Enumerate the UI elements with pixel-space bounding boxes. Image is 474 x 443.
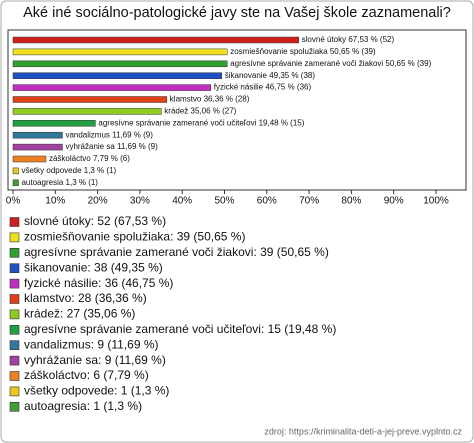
bar bbox=[12, 143, 63, 151]
bar bbox=[12, 72, 223, 79]
value-label: záškoláctvo 7,79 % (6) bbox=[49, 154, 130, 163]
bar bbox=[12, 167, 19, 175]
value-label: klamstvo 36,36 % (28) bbox=[170, 95, 250, 104]
legend-label: fyzické násilie: 36 (46,75 %) bbox=[24, 276, 173, 290]
legend-label: slovné útoky: 52 (67,53 %) bbox=[24, 214, 166, 228]
legend-swatch bbox=[9, 340, 20, 351]
value-label: vandalizmus 11,69 % (9) bbox=[65, 130, 153, 139]
value-label: agresívne správanie zamerané voči učiteľ… bbox=[98, 118, 304, 127]
legend-swatch bbox=[9, 278, 20, 289]
legend-swatch bbox=[9, 263, 20, 274]
chart-title: Aké iné sociálno-patologické javy ste na… bbox=[23, 5, 451, 21]
legend-swatch bbox=[9, 294, 20, 304]
source: zdroj: https://kriminalita-deti-a-jej-pr… bbox=[264, 426, 462, 436]
bar bbox=[12, 84, 212, 91]
legend-swatch bbox=[9, 355, 20, 366]
legend-label: zosmiešňovanie spolužiaka: 39 (50,65 %) bbox=[24, 230, 245, 244]
legend-swatch bbox=[9, 248, 20, 258]
legend-swatch bbox=[9, 371, 20, 381]
x-tick-label: 40% bbox=[172, 196, 192, 207]
value-label: vyhrážanie sa 11,69 % (9) bbox=[65, 142, 158, 151]
x-tick-label: 50% bbox=[214, 196, 234, 207]
bar bbox=[12, 179, 19, 187]
legend-label: autoagresia: 1 (1,3 %) bbox=[24, 399, 142, 413]
legend-label: vyhrážanie sa: 9 (11,69 %) bbox=[24, 353, 166, 367]
value-label: agresívne správanie zamerané voči žiakov… bbox=[230, 59, 431, 68]
value-label: šikanovanie 49,35 % (38) bbox=[225, 71, 316, 80]
legend-swatch bbox=[9, 324, 20, 335]
legend-label: agresívne správanie zamerané voči učiteľ… bbox=[24, 322, 336, 336]
x-tick-label: 0% bbox=[6, 196, 21, 207]
x-tick-label: 90% bbox=[384, 196, 404, 207]
value-label: fyzické násilie 46,75 % (36) bbox=[214, 83, 312, 92]
legend-label: záškoláctvo: 6 (7,79 %) bbox=[24, 368, 149, 382]
bar bbox=[12, 108, 162, 115]
bar bbox=[12, 60, 228, 68]
legend-swatch bbox=[9, 401, 20, 412]
x-tick-label: 70% bbox=[299, 196, 319, 207]
legend-label: krádež: 27 (35,06 %) bbox=[24, 307, 135, 321]
bar bbox=[12, 131, 63, 139]
x-tick-label: 80% bbox=[341, 196, 361, 207]
value-label: slovné útoky 67,53 % (52) bbox=[302, 35, 395, 44]
x-tick-label: 100% bbox=[423, 196, 449, 207]
bar bbox=[12, 155, 47, 163]
legend-label: agresívne správanie zamerané voči žiakov… bbox=[24, 245, 329, 259]
value-label: zosmiešňovanie spolužiaka 50,65 % (39) bbox=[230, 47, 376, 56]
bar bbox=[12, 96, 168, 103]
legend-label: všetky odpovede: 1 (1,3 %) bbox=[24, 384, 169, 398]
x-tick-label: 60% bbox=[257, 196, 277, 207]
legend-label: šikanovanie: 38 (49,35 %) bbox=[24, 260, 163, 274]
x-tick-label: 30% bbox=[130, 196, 150, 207]
value-label: autoagresia 1,3 % (1) bbox=[21, 178, 98, 187]
legend-swatch bbox=[9, 217, 20, 227]
bar bbox=[12, 120, 96, 127]
legend-swatch bbox=[9, 309, 20, 320]
x-tick-label: 20% bbox=[88, 196, 108, 207]
bar bbox=[12, 48, 228, 56]
legend-label: vandalizmus: 9 (11,69 %) bbox=[24, 337, 159, 351]
bar bbox=[12, 36, 299, 44]
legend-swatch bbox=[9, 386, 20, 397]
value-label: krádež 35,06 % (27) bbox=[164, 107, 236, 116]
value-label: všetky odpovede 1,3 % (1) bbox=[21, 166, 116, 175]
legend-label: klamstvo: 28 (36,36 %) bbox=[24, 291, 147, 305]
x-tick-label: 10% bbox=[45, 196, 65, 207]
legend-swatch bbox=[9, 232, 20, 243]
